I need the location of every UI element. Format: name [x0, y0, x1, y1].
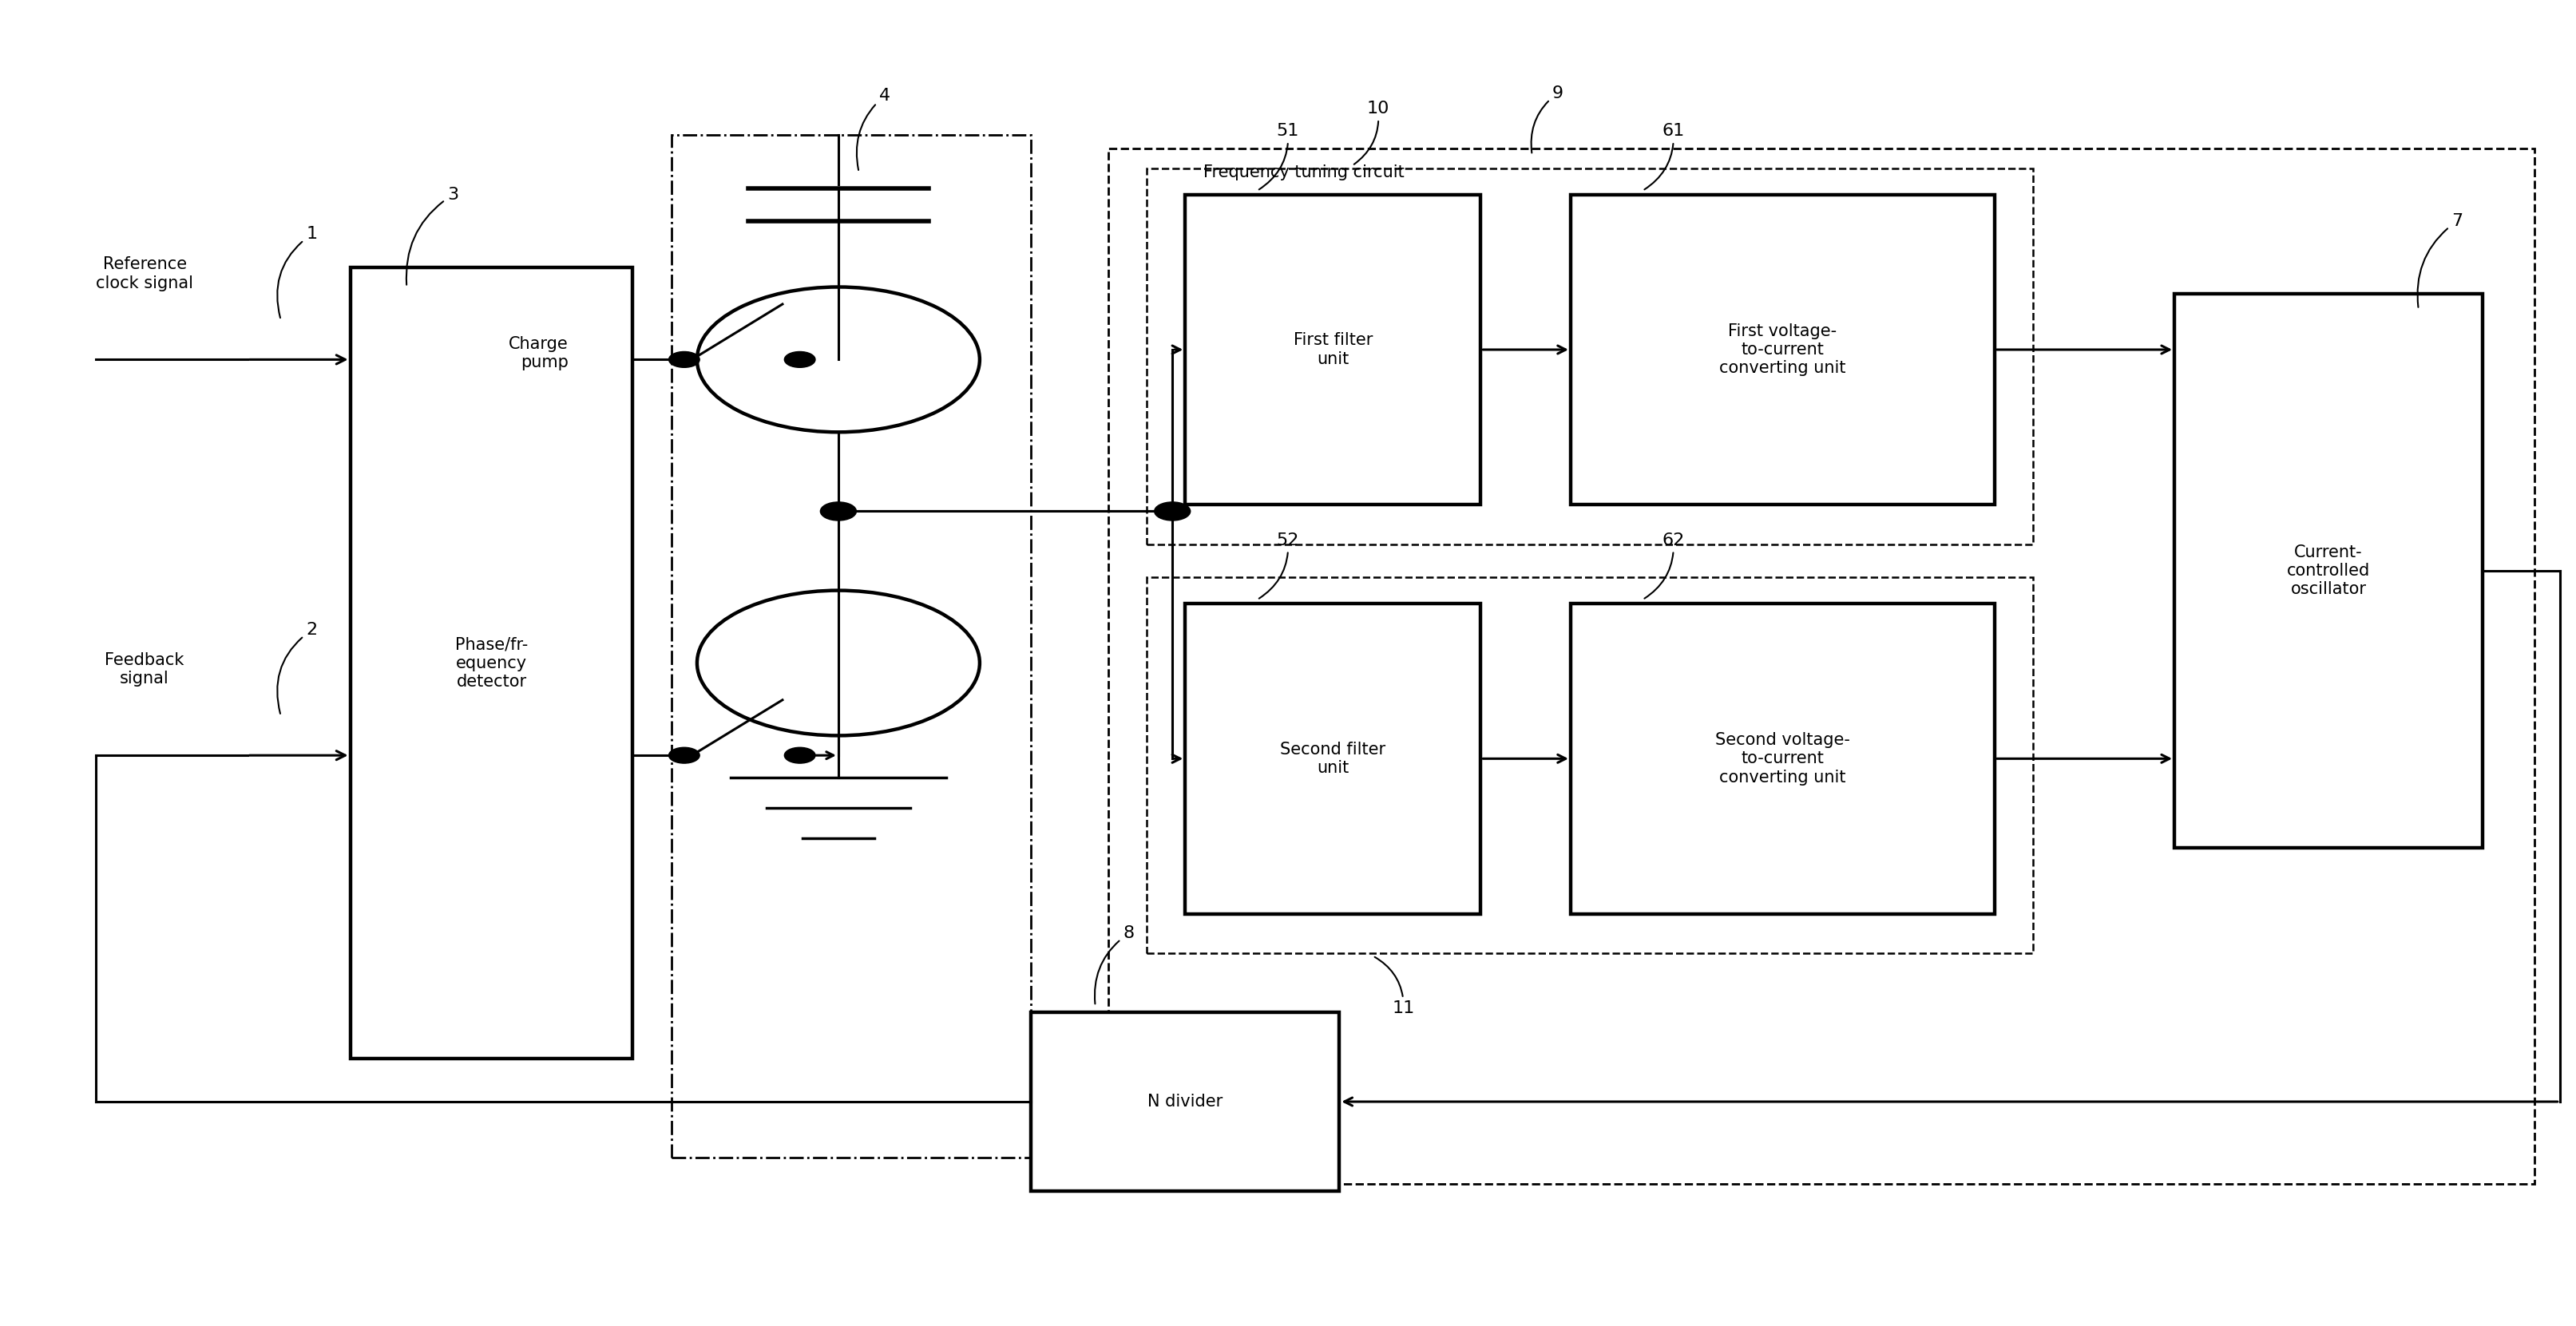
Circle shape	[786, 351, 814, 367]
Text: 2: 2	[278, 622, 317, 713]
Bar	[2174, 293, 2483, 847]
Text: 10: 10	[1355, 101, 1388, 164]
Text: Second filter
unit: Second filter unit	[1280, 741, 1386, 776]
Text: Feedback
signal: Feedback signal	[106, 652, 185, 687]
Text: 51: 51	[1260, 123, 1298, 190]
Circle shape	[1154, 503, 1190, 521]
Text: 3: 3	[407, 187, 459, 285]
Text: 7: 7	[2416, 213, 2463, 308]
Circle shape	[786, 748, 814, 764]
Text: Phase/fr-
equency
detector: Phase/fr- equency detector	[456, 636, 528, 690]
Bar	[1571, 195, 1994, 505]
Text: 62: 62	[1643, 532, 1685, 598]
Text: 11: 11	[1376, 957, 1414, 1017]
Bar	[1108, 149, 2535, 1184]
Circle shape	[698, 286, 979, 432]
Bar	[1185, 603, 1481, 914]
Text: 1: 1	[278, 227, 317, 318]
Bar	[1030, 1013, 1340, 1191]
Bar	[1185, 195, 1481, 505]
Text: Reference
clock signal: Reference clock signal	[95, 256, 193, 290]
Text: 9: 9	[1530, 85, 1564, 152]
Text: 61: 61	[1643, 123, 1685, 190]
Text: Charge
pump: Charge pump	[510, 335, 569, 370]
Bar	[1571, 603, 1994, 914]
Text: Frequency tuning circuit: Frequency tuning circuit	[1203, 164, 1404, 180]
Text: 4: 4	[858, 88, 891, 170]
Text: First voltage-
to-current
converting unit: First voltage- to-current converting uni…	[1718, 324, 1847, 377]
Bar	[672, 135, 1030, 1158]
Text: Current-
controlled
oscillator: Current- controlled oscillator	[2287, 544, 2370, 597]
Circle shape	[670, 748, 701, 764]
Bar	[350, 268, 634, 1058]
Bar	[1146, 168, 2032, 544]
Text: 8: 8	[1095, 926, 1133, 1004]
Text: First filter
unit: First filter unit	[1293, 333, 1373, 367]
Text: 52: 52	[1260, 532, 1298, 598]
Circle shape	[670, 351, 701, 367]
Text: Second voltage-
to-current
converting unit: Second voltage- to-current converting un…	[1716, 732, 1850, 785]
Circle shape	[698, 590, 979, 736]
Circle shape	[819, 503, 855, 521]
Text: N divider: N divider	[1146, 1094, 1224, 1110]
Bar	[1146, 577, 2032, 953]
